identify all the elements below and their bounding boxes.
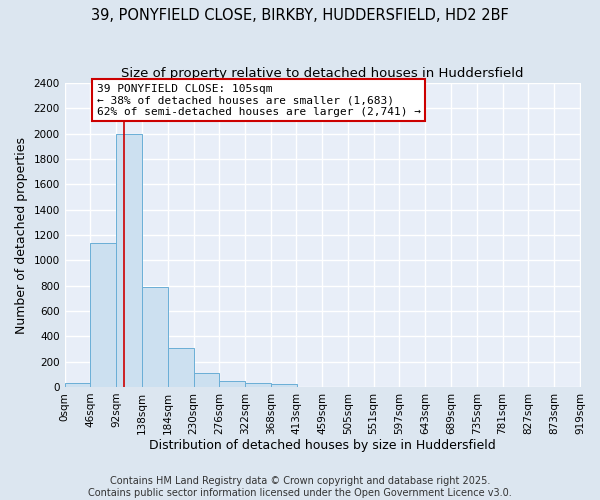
Bar	[142, 287, 168, 387]
Bar	[245, 382, 271, 387]
Text: Contains HM Land Registry data © Crown copyright and database right 2025.
Contai: Contains HM Land Registry data © Crown c…	[88, 476, 512, 498]
Bar	[65, 383, 91, 387]
Bar	[271, 384, 297, 387]
Text: 39, PONYFIELD CLOSE, BIRKBY, HUDDERSFIELD, HD2 2BF: 39, PONYFIELD CLOSE, BIRKBY, HUDDERSFIEL…	[91, 8, 509, 22]
Bar	[91, 242, 116, 387]
Text: 39 PONYFIELD CLOSE: 105sqm
← 38% of detached houses are smaller (1,683)
62% of s: 39 PONYFIELD CLOSE: 105sqm ← 38% of deta…	[97, 84, 421, 117]
Y-axis label: Number of detached properties: Number of detached properties	[15, 136, 28, 334]
X-axis label: Distribution of detached houses by size in Huddersfield: Distribution of detached houses by size …	[149, 440, 496, 452]
Bar	[168, 348, 194, 387]
Bar	[116, 134, 142, 387]
Bar	[220, 381, 245, 387]
Bar	[194, 374, 220, 387]
Title: Size of property relative to detached houses in Huddersfield: Size of property relative to detached ho…	[121, 68, 524, 80]
